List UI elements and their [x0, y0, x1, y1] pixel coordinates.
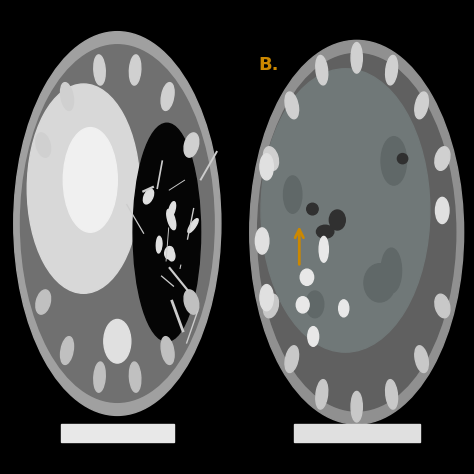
Ellipse shape	[306, 291, 324, 318]
Ellipse shape	[381, 137, 407, 185]
Ellipse shape	[94, 362, 105, 392]
Ellipse shape	[415, 92, 428, 119]
Circle shape	[260, 154, 273, 180]
Ellipse shape	[167, 210, 176, 230]
Ellipse shape	[316, 55, 328, 85]
Ellipse shape	[156, 236, 162, 253]
Ellipse shape	[250, 40, 464, 424]
Ellipse shape	[129, 55, 141, 85]
Ellipse shape	[168, 250, 175, 261]
Ellipse shape	[27, 84, 140, 293]
Ellipse shape	[319, 237, 328, 262]
Ellipse shape	[188, 219, 198, 233]
Ellipse shape	[364, 264, 395, 302]
Ellipse shape	[300, 269, 314, 285]
Ellipse shape	[264, 294, 279, 318]
Ellipse shape	[435, 294, 450, 318]
Ellipse shape	[61, 82, 73, 110]
Ellipse shape	[415, 346, 428, 373]
Ellipse shape	[317, 225, 334, 238]
Ellipse shape	[386, 55, 398, 85]
Circle shape	[255, 228, 269, 254]
Ellipse shape	[285, 346, 299, 373]
Ellipse shape	[283, 176, 302, 213]
Ellipse shape	[258, 54, 456, 411]
Ellipse shape	[339, 300, 349, 317]
Ellipse shape	[397, 154, 408, 164]
Ellipse shape	[307, 203, 318, 215]
Ellipse shape	[20, 45, 214, 402]
Ellipse shape	[184, 133, 199, 157]
Ellipse shape	[133, 123, 201, 341]
Ellipse shape	[316, 380, 328, 409]
Ellipse shape	[381, 248, 401, 293]
Text: B.: B.	[259, 55, 279, 73]
Ellipse shape	[36, 290, 51, 314]
Ellipse shape	[285, 92, 299, 119]
Ellipse shape	[329, 210, 345, 230]
Ellipse shape	[351, 43, 362, 73]
Ellipse shape	[435, 147, 450, 170]
Bar	[61, 424, 173, 442]
Ellipse shape	[184, 290, 199, 314]
Ellipse shape	[308, 327, 319, 346]
Ellipse shape	[61, 337, 73, 365]
Circle shape	[63, 128, 118, 232]
Ellipse shape	[386, 380, 398, 409]
Ellipse shape	[169, 201, 175, 217]
Ellipse shape	[161, 82, 174, 110]
Ellipse shape	[14, 32, 221, 415]
Ellipse shape	[296, 297, 309, 313]
Ellipse shape	[129, 362, 141, 392]
Ellipse shape	[144, 189, 154, 204]
Ellipse shape	[104, 319, 131, 363]
Ellipse shape	[94, 55, 105, 85]
Circle shape	[260, 284, 273, 311]
Circle shape	[436, 197, 449, 224]
Ellipse shape	[164, 246, 174, 259]
Ellipse shape	[264, 147, 279, 170]
Bar	[294, 424, 420, 442]
Ellipse shape	[36, 133, 51, 157]
Ellipse shape	[261, 69, 430, 352]
Ellipse shape	[157, 237, 162, 251]
Ellipse shape	[161, 337, 174, 365]
Ellipse shape	[351, 392, 362, 422]
